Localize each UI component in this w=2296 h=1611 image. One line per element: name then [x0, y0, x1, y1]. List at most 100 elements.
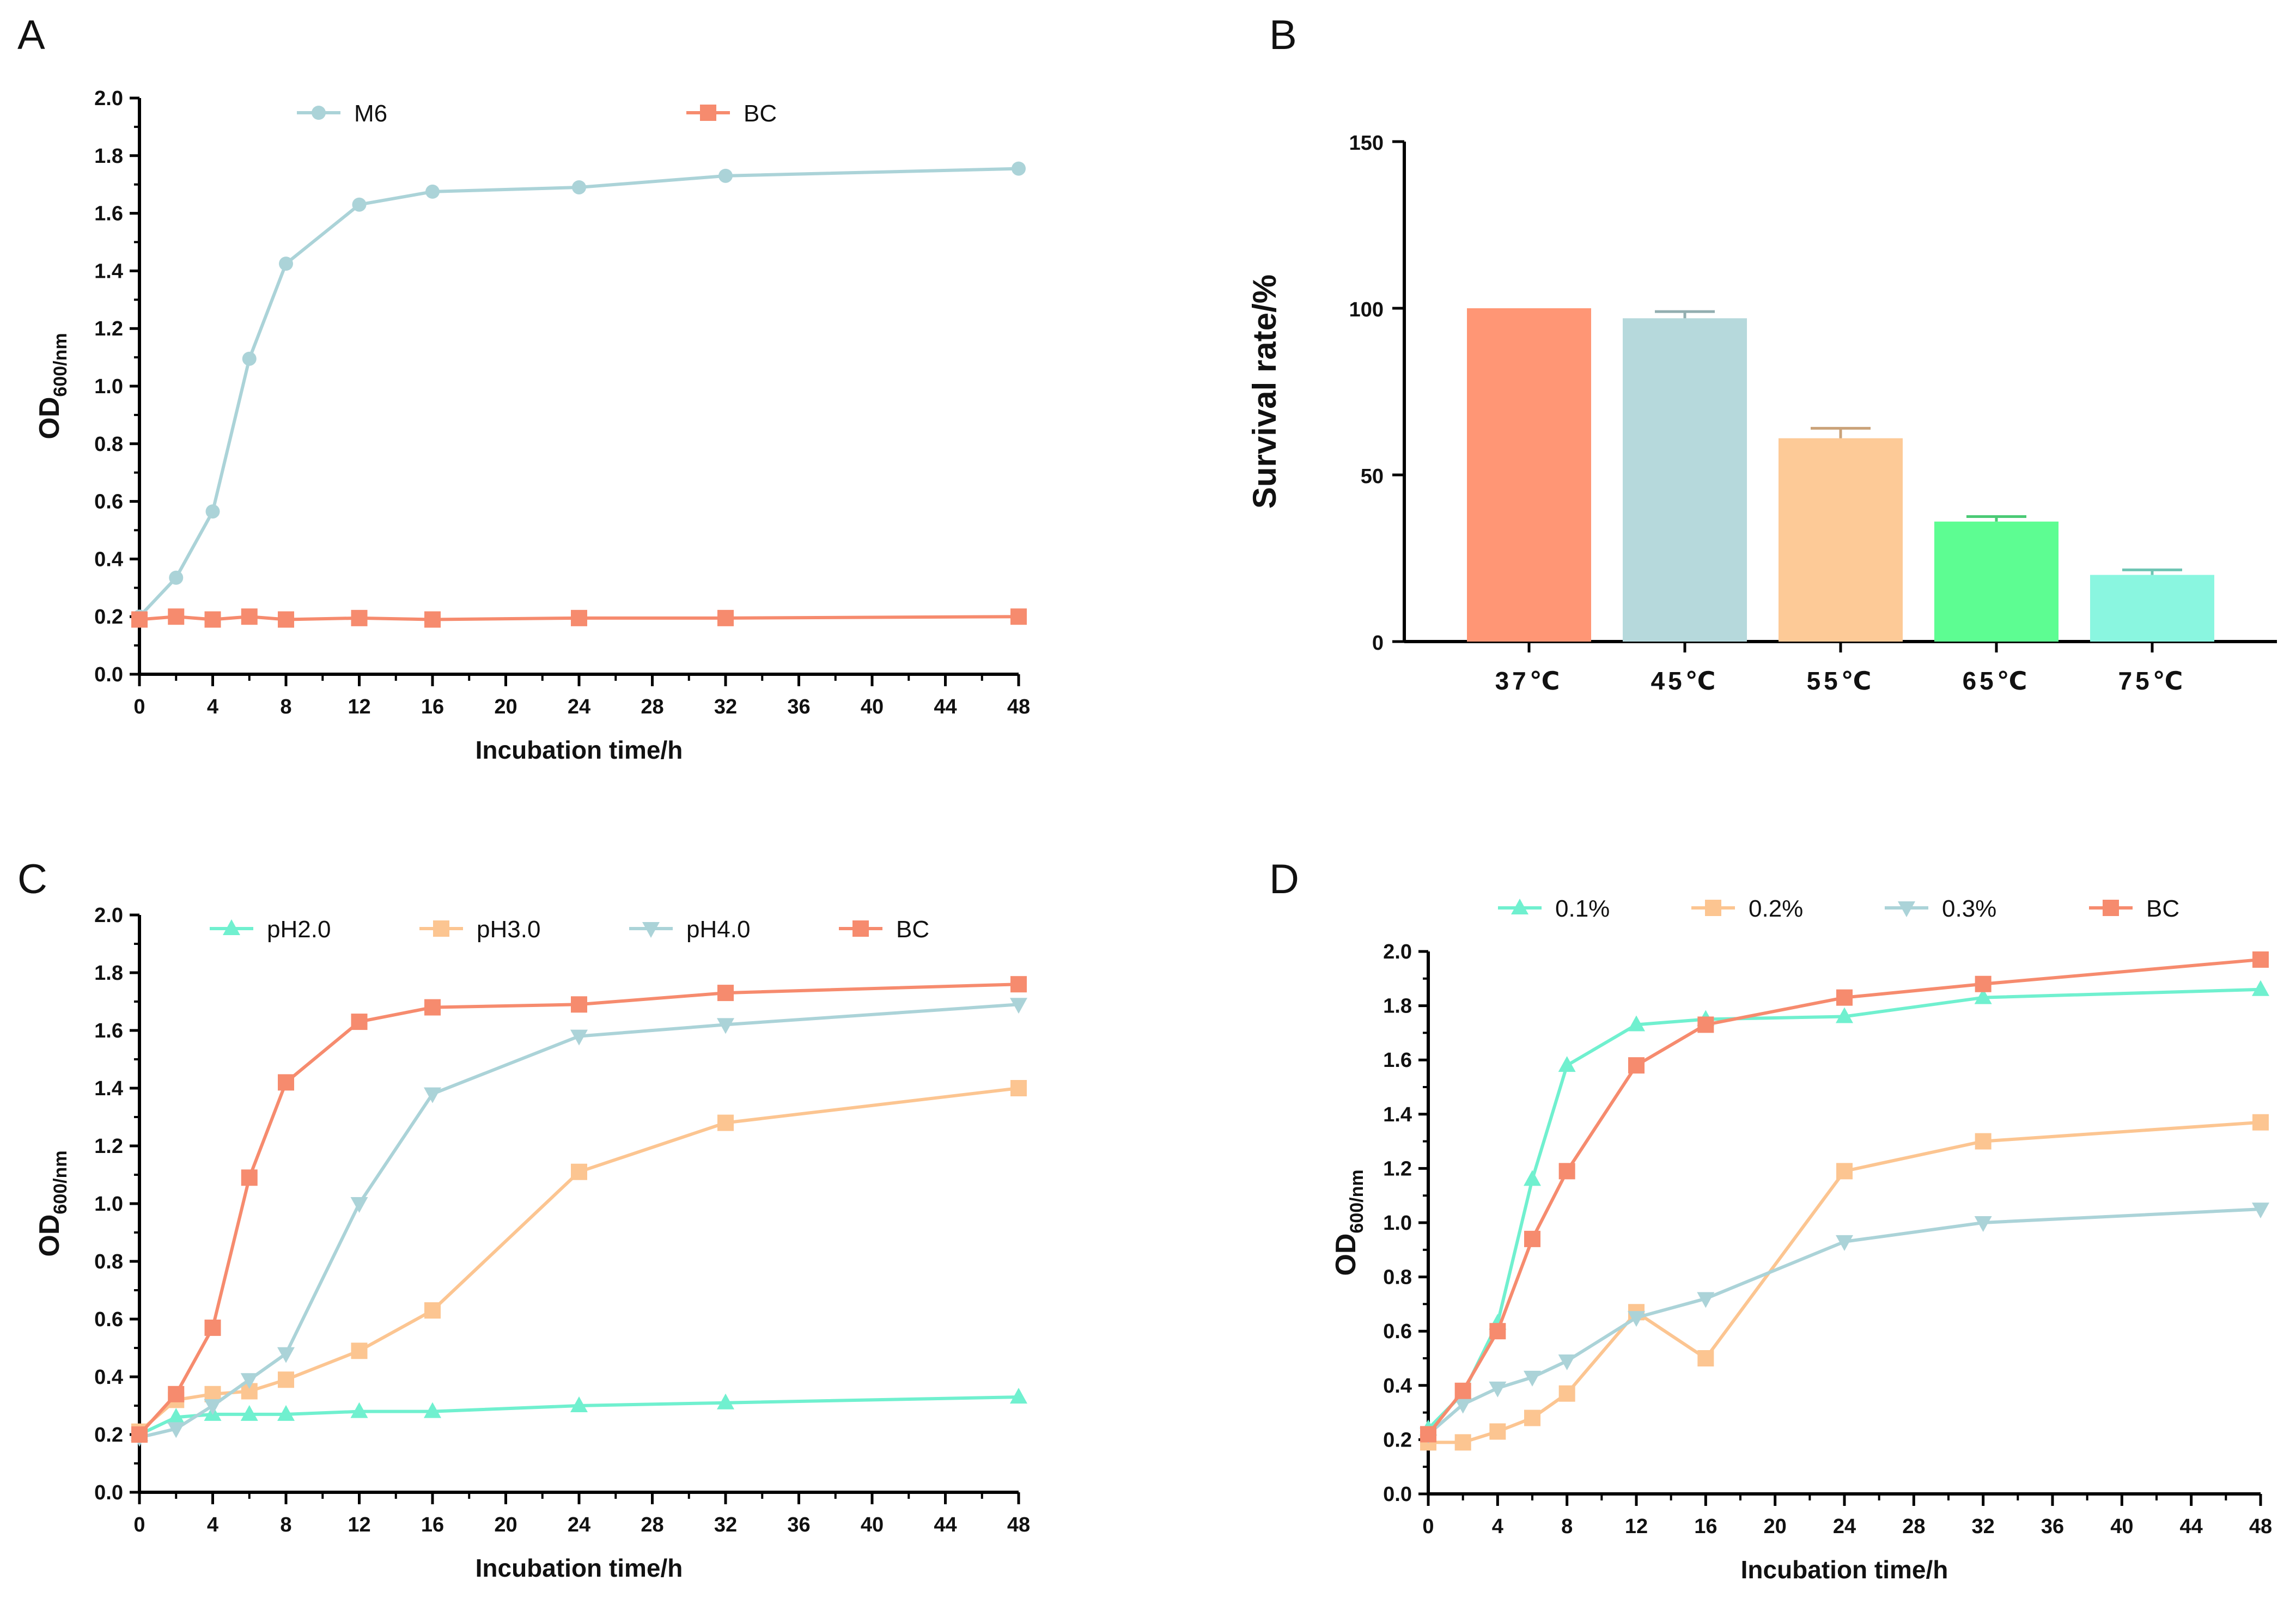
- data-point: [204, 1399, 222, 1415]
- y-tick-label: 1.6: [1383, 1049, 1412, 1072]
- data-point: [1836, 989, 1853, 1006]
- series-line-0.3%: [1427, 1207, 2261, 1436]
- data-point: [1012, 161, 1026, 176]
- x-tick-label: 65℃: [1963, 667, 2031, 695]
- x-tick-label: 37℃: [1495, 667, 1563, 695]
- data-point: [1975, 975, 1992, 992]
- x-tick-label: 16: [421, 1514, 444, 1536]
- data-point: [1628, 1015, 1645, 1032]
- data-point: [351, 1014, 368, 1030]
- series-line-BC: [139, 615, 1019, 621]
- x-tick-label: 20: [1764, 1515, 1787, 1538]
- data-point: [717, 609, 734, 626]
- data-point: [169, 570, 184, 585]
- data-point: [1558, 1163, 1575, 1180]
- y-tick-label: 0.8: [1383, 1266, 1412, 1289]
- data-point: [1489, 1323, 1506, 1340]
- y-tick-label: 1.8: [1383, 995, 1412, 1018]
- legend-label: BC: [744, 100, 777, 127]
- y-tick-label: 1.0: [94, 375, 123, 398]
- x-tick-label: 4: [207, 1514, 218, 1536]
- y-tick-label: 0.8: [94, 433, 123, 456]
- y-tick-label: 0.6: [94, 491, 123, 514]
- data-point: [240, 1405, 258, 1421]
- y-tick-label: 0.6: [94, 1308, 123, 1331]
- data-point: [1975, 1133, 1992, 1150]
- y-tick-label: 0: [1372, 632, 1384, 655]
- data-point: [1524, 1370, 1541, 1387]
- x-tick-label: 36: [787, 695, 810, 718]
- data-point: [352, 197, 367, 212]
- data-point: [204, 611, 221, 628]
- data-point: [131, 611, 148, 628]
- y-tick-label: 2.0: [1383, 941, 1412, 963]
- x-axis-label: Incubation time/h: [476, 736, 683, 764]
- x-tick-label: 75℃: [2118, 667, 2187, 695]
- y-tick-label: 0.2: [94, 606, 123, 628]
- data-point: [1697, 1016, 1714, 1033]
- data-point: [350, 1402, 368, 1418]
- legend-marker: [642, 922, 660, 938]
- data-point: [2252, 1203, 2269, 1219]
- y-tick-label: 0.2: [94, 1424, 123, 1447]
- legend-label: BC: [896, 916, 929, 943]
- x-tick-label: 44: [2180, 1515, 2203, 1538]
- legend-marker: [852, 920, 869, 937]
- data-point: [168, 1386, 185, 1402]
- y-tick-label: 50: [1361, 465, 1384, 488]
- data-point: [1489, 1423, 1506, 1440]
- x-tick-label: 20: [494, 695, 517, 718]
- data-point: [425, 184, 440, 199]
- data-point: [1010, 976, 1027, 993]
- data-point: [351, 1342, 368, 1359]
- x-tick-label: 48: [2249, 1515, 2272, 1538]
- x-tick-label: 28: [1902, 1515, 1925, 1538]
- y-tick-label: 1.2: [94, 318, 123, 340]
- data-point: [424, 1302, 441, 1319]
- data-point: [241, 1169, 258, 1186]
- y-tick-label: 0.4: [94, 548, 123, 571]
- y-axis-label-main: OD: [1330, 1234, 1362, 1276]
- data-point: [205, 504, 220, 519]
- x-tick-label: 8: [280, 695, 291, 718]
- series-line-0.2%: [1428, 1120, 2261, 1444]
- y-tick-label: 1.2: [1383, 1157, 1412, 1180]
- x-tick-label: 44: [934, 695, 957, 718]
- data-point: [1454, 1398, 1472, 1414]
- data-point: [1836, 1235, 1853, 1251]
- x-tick-label: 28: [641, 1514, 663, 1536]
- data-point: [204, 1319, 221, 1336]
- legend-marker: [1705, 900, 1721, 916]
- panel-letter-d: D: [1269, 856, 1299, 902]
- x-tick-label: 8: [1561, 1515, 1573, 1538]
- y-tick-label: 1.8: [94, 145, 123, 168]
- legend-label: M6: [354, 100, 387, 127]
- y-axis-label: OD600/nm: [34, 333, 71, 439]
- y-tick-label: 1.2: [94, 1135, 123, 1158]
- data-point: [279, 257, 293, 271]
- y-tick-label: 2.0: [94, 904, 123, 927]
- x-tick-label: 40: [861, 695, 884, 718]
- data-point: [240, 1373, 258, 1389]
- legend-marker: [1511, 899, 1528, 914]
- panel-letter-a: A: [17, 12, 45, 58]
- legend-marker: [312, 106, 326, 120]
- panel-b-bar-chart: 0 50 100 150 Survival rate/% 37℃ 45℃ 55℃ 65℃ 75℃: [1246, 132, 2277, 695]
- legend-marker: [433, 920, 449, 937]
- x-tick-label: 8: [280, 1514, 291, 1536]
- x-tick-label: 32: [1972, 1515, 1995, 1538]
- x-tick-label: 4: [207, 695, 218, 718]
- x-tick-label: 55℃: [1807, 667, 1875, 695]
- x-tick-label: 44: [934, 1514, 957, 1536]
- x-tick-label: 24: [568, 695, 590, 718]
- data-point: [1974, 1216, 1992, 1232]
- series-line-BC: [138, 983, 1019, 1436]
- data-point: [1697, 1350, 1714, 1366]
- data-point: [1697, 1292, 1715, 1308]
- data-point: [2252, 1114, 2269, 1131]
- y-tick-label: 1.4: [94, 260, 123, 283]
- data-point: [570, 1396, 588, 1412]
- y-tick-label: 0.0: [94, 1481, 123, 1504]
- bar-2: [1779, 438, 1903, 642]
- y-tick-label: 2.0: [94, 87, 123, 110]
